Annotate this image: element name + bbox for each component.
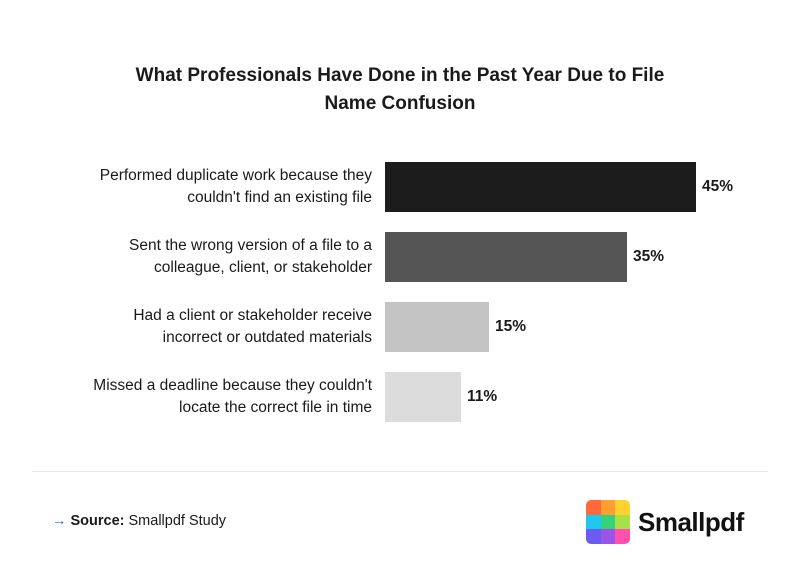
logo-tile (586, 500, 601, 515)
category-label-line: Missed a deadline because they couldn't (93, 377, 372, 394)
category-label-line: Performed duplicate work because they (99, 167, 372, 184)
source-label: Source: (70, 513, 125, 529)
logo-tile (600, 514, 616, 530)
bar (385, 232, 627, 282)
chart-title: What Professionals Have Done in the Past… (0, 62, 800, 118)
value-label: 35% (633, 248, 665, 265)
value-label: 15% (495, 318, 527, 335)
bar (385, 162, 696, 212)
category-label-line: Had a client or stakeholder receive (133, 307, 372, 324)
category-label-line: colleague, client, or stakeholder (154, 259, 372, 276)
logo-tile (600, 529, 616, 544)
value-label: 45% (702, 178, 734, 195)
category-label-line: incorrect or outdated materials (162, 329, 372, 346)
category-label-line: locate the correct file in time (179, 399, 372, 416)
chart-title-line-1: What Professionals Have Done in the Past… (135, 65, 665, 86)
smallpdf-logo: Smallpdf (586, 500, 766, 544)
logo-tile (615, 500, 630, 515)
source-text: Smallpdf Study (128, 513, 227, 529)
smallpdf-logo-icon (586, 500, 630, 544)
logo-tile (615, 514, 630, 530)
divider (32, 471, 768, 472)
category-label: Sent the wrong version of a file to a col… (32, 235, 372, 279)
category-label: Performed duplicate work because they cou… (32, 165, 372, 209)
bar (385, 302, 489, 352)
smallpdf-logo-text: Smallpdf (638, 507, 744, 537)
category-label-line: Sent the wrong version of a file to a (129, 237, 372, 254)
logo-tile (600, 500, 616, 515)
category-label: Had a client or stakeholder receive incor… (32, 305, 372, 349)
logo-tile (586, 529, 601, 544)
logo-tile (586, 514, 601, 530)
source-note: → Source: Smallpdf Study (52, 512, 226, 530)
arrow-right-icon: → (52, 513, 67, 529)
chart-title-line-2: Name Confusion (324, 93, 476, 114)
logo-tile (615, 529, 630, 544)
category-label: Missed a deadline because they couldn't l… (32, 375, 372, 419)
category-label-line: couldn't find an existing file (187, 189, 372, 206)
value-label: 11% (467, 388, 498, 405)
bar (385, 372, 461, 422)
